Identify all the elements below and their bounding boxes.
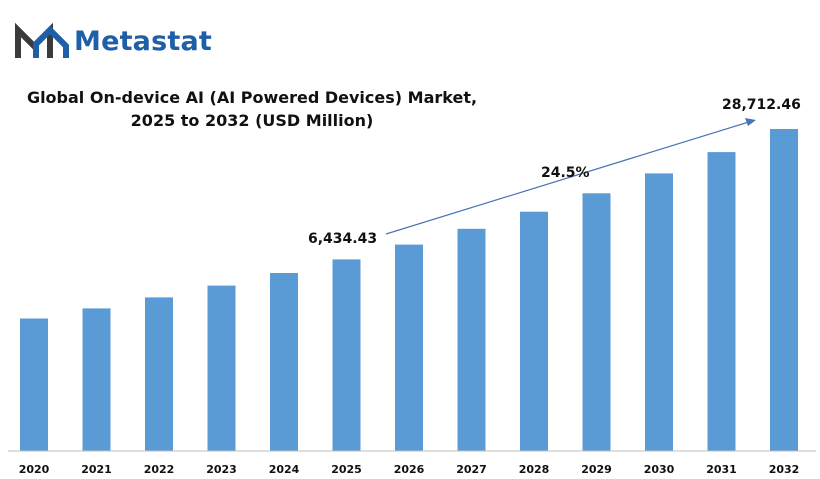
bar-2027 <box>457 228 486 451</box>
x-tick-2029: 2029 <box>581 463 612 476</box>
x-tick-2027: 2027 <box>456 463 487 476</box>
brand-name: Metastat <box>74 26 213 57</box>
bar-2031 <box>707 152 736 451</box>
start-value-label: 6,434.43 <box>308 231 377 247</box>
bar-2030 <box>645 173 673 451</box>
chart-title-line-1: Global On-device AI (AI Powered Devices)… <box>26 88 478 107</box>
x-tick-2030: 2030 <box>644 463 675 476</box>
end-value-label: 28,712.46 <box>722 97 801 113</box>
bar-2023 <box>207 285 236 451</box>
bars-group <box>20 129 798 452</box>
brand-logo <box>14 22 224 66</box>
x-tick-2023: 2023 <box>206 463 237 476</box>
metastat-m-logo-icon <box>15 22 69 58</box>
x-tick-2032: 2032 <box>769 463 800 476</box>
x-tick-2022: 2022 <box>144 463 175 476</box>
x-tick-labels: 2020 2021 2022 2023 2024 2025 2026 2027 2028 2029… <box>19 463 800 476</box>
x-tick-2028: 2028 <box>519 463 550 476</box>
x-tick-2025: 2025 <box>331 463 362 476</box>
bar-2022 <box>145 297 173 451</box>
chart-title-line-2: 2025 to 2032 (USD Million) <box>130 111 374 130</box>
x-tick-2020: 2020 <box>19 463 50 476</box>
x-tick-2026: 2026 <box>394 463 425 476</box>
x-tick-2031: 2031 <box>706 463 737 476</box>
bar-2028 <box>520 211 548 451</box>
x-tick-2024: 2024 <box>269 463 300 476</box>
bar-2025 <box>332 259 361 451</box>
growth-trend-arrow <box>385 120 753 235</box>
bar-2024 <box>270 273 298 451</box>
bar-2026 <box>395 244 423 451</box>
bar-2021 <box>82 308 111 451</box>
chart-title: Global On-device AI (AI Powered Devices)… <box>12 86 492 132</box>
x-tick-2021: 2021 <box>81 463 112 476</box>
bar-2029 <box>582 193 611 452</box>
arrow-head-icon <box>745 118 756 126</box>
cagr-label: 24.5% <box>541 165 590 181</box>
bar-2032 <box>770 129 798 451</box>
bar-2020 <box>20 318 48 451</box>
